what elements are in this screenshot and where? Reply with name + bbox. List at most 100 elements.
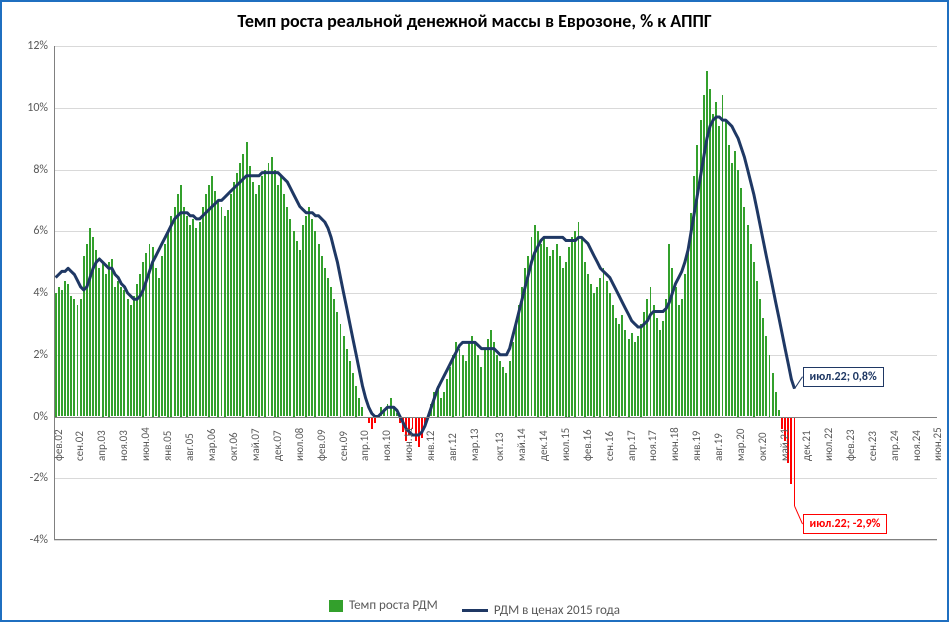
bar [468, 342, 470, 416]
x-tick-label: янв.12 [424, 430, 437, 460]
y-tick-label: 0% [2, 410, 48, 424]
bar [77, 305, 79, 416]
bar [596, 287, 598, 417]
bar [258, 185, 260, 417]
bar [502, 367, 504, 416]
bar [578, 222, 580, 417]
x-tick-label: мар.06 [205, 428, 218, 460]
bar [531, 237, 533, 416]
bar [549, 256, 551, 417]
bar [634, 342, 636, 416]
bar [465, 361, 467, 417]
bar [305, 216, 307, 417]
bar [703, 95, 705, 416]
bar [421, 417, 423, 439]
bar [603, 268, 605, 416]
bar [343, 336, 345, 416]
bar [609, 293, 611, 417]
bar [202, 207, 204, 417]
legend-swatch [329, 600, 343, 612]
gridline [54, 108, 937, 109]
bar [659, 330, 661, 416]
bar [496, 355, 498, 417]
bar [574, 231, 576, 416]
bar [459, 349, 461, 417]
bar [268, 163, 270, 416]
bar [289, 219, 291, 417]
y-tick-label: -2% [2, 471, 48, 485]
bar [361, 407, 363, 416]
bar [437, 386, 439, 417]
legend-item: Темп роста РДМ [329, 598, 438, 613]
bar [753, 262, 755, 416]
bar [552, 250, 554, 417]
x-tick-label: апр.10 [358, 430, 371, 461]
bar [318, 244, 320, 417]
bar [155, 268, 157, 416]
bar [643, 312, 645, 417]
bar [637, 336, 639, 416]
bar [512, 342, 514, 416]
bar [737, 170, 739, 417]
bar [264, 170, 266, 417]
x-tick-label: сен.23 [866, 431, 879, 461]
bar [430, 404, 432, 416]
bar [455, 342, 457, 416]
x-tick-label: окт.06 [227, 432, 240, 461]
bar [233, 182, 235, 417]
chart-frame: Темп роста реальной денежной массы в Евр… [0, 0, 949, 622]
bar [242, 154, 244, 416]
bar [224, 216, 226, 417]
bar [161, 256, 163, 417]
bar [715, 102, 717, 417]
bar [55, 293, 57, 417]
bar [443, 392, 445, 417]
bar [352, 373, 354, 416]
bar [505, 373, 507, 416]
bar [280, 176, 282, 417]
bar [189, 225, 191, 416]
bar [678, 305, 680, 416]
bar [747, 225, 749, 416]
bar [690, 213, 692, 417]
bar [277, 185, 279, 417]
bar [314, 231, 316, 416]
y-tick-label: 4% [2, 286, 48, 300]
bar [521, 287, 523, 417]
plot-area [54, 46, 937, 540]
bar [731, 163, 733, 416]
bar [471, 336, 473, 416]
bar [105, 274, 107, 416]
x-tick-label: ноя.24 [910, 430, 923, 461]
bar [311, 219, 313, 417]
bar [718, 126, 720, 416]
legend-label: Темп роста РДМ [349, 598, 438, 613]
bar [556, 244, 558, 417]
bar [283, 194, 285, 416]
bar [734, 151, 736, 417]
x-tick-label: мар.20 [734, 428, 747, 460]
bar [640, 324, 642, 417]
bar [462, 355, 464, 417]
bar [180, 185, 182, 417]
bar [142, 262, 144, 416]
bar [158, 278, 160, 417]
bar [615, 318, 617, 417]
x-tick-label: сен.09 [337, 431, 350, 461]
x-tick-label: июн.18 [668, 427, 681, 461]
chart-title: Темп роста реальной денежной массы в Евр… [2, 10, 947, 32]
bar [358, 398, 360, 417]
bar [321, 256, 323, 417]
bar [195, 228, 197, 416]
bar [653, 305, 655, 416]
bar [562, 268, 564, 416]
bar [349, 361, 351, 417]
x-tick-label: июл.08 [293, 427, 306, 460]
bar [170, 216, 172, 417]
bar [183, 207, 185, 417]
bar [759, 299, 761, 416]
bar [174, 207, 176, 417]
bar [646, 299, 648, 416]
bar [261, 176, 263, 417]
y-tick-label: -4% [2, 533, 48, 547]
